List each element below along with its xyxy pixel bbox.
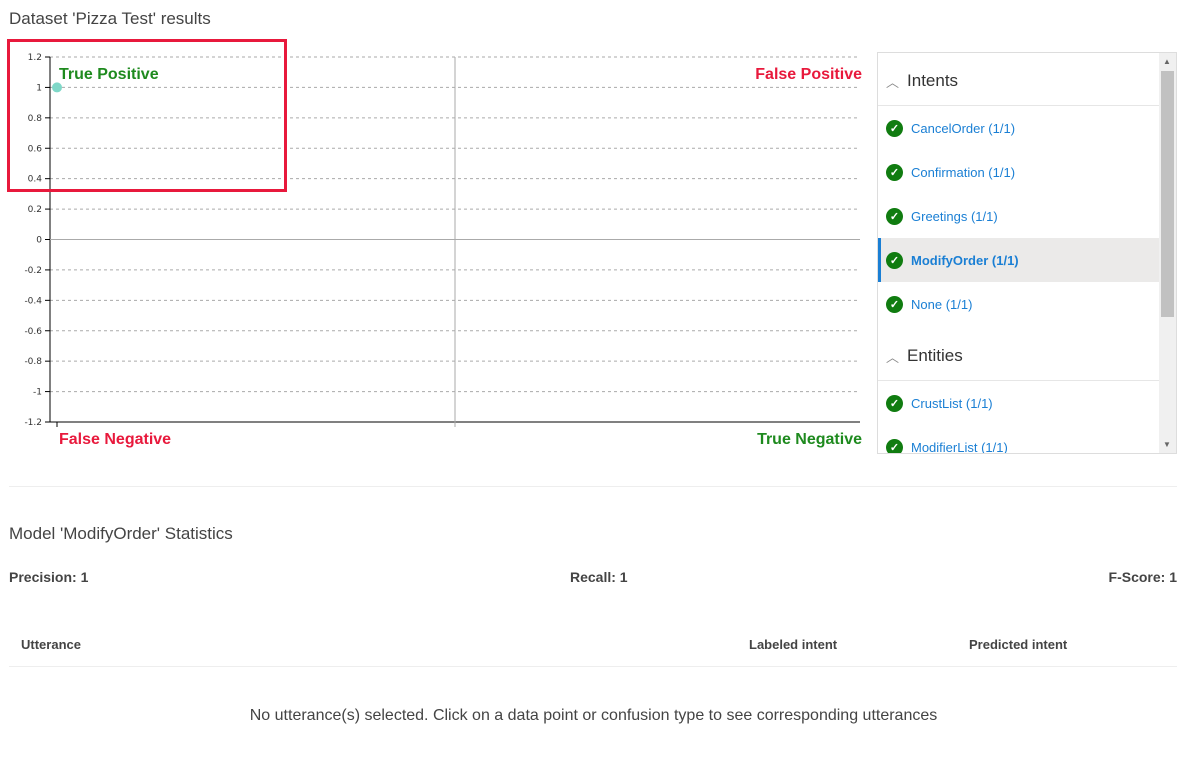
intent-item-label: Confirmation (1/1) bbox=[911, 164, 1016, 180]
divider bbox=[9, 486, 1177, 487]
y-tick-label: 0.2 bbox=[28, 205, 42, 215]
empty-table-message: No utterance(s) selected. Click on a dat… bbox=[249, 707, 938, 724]
scroll-up-icon[interactable]: ▲ bbox=[1163, 57, 1171, 66]
fscore-value: F-Score: 1 bbox=[1108, 569, 1177, 585]
intent-item-label: CancelOrder (1/1) bbox=[911, 120, 1016, 136]
entitie-item-label: CrustList (1/1) bbox=[911, 395, 993, 411]
intent-item[interactable]: ✓ Confirmation (1/1) bbox=[878, 150, 1159, 194]
model-list-panel: ︿ Intents ✓ CancelOrder (1/1) ✓ Confirmation… bbox=[877, 52, 1177, 454]
intents-header-label: Intents bbox=[907, 71, 959, 90]
y-tick-label: -0.6 bbox=[24, 327, 42, 337]
check-circle-icon: ✓ bbox=[886, 438, 903, 453]
check-circle-icon: ✓ bbox=[886, 251, 903, 269]
y-tick-label: -0.8 bbox=[24, 357, 42, 367]
y-tick-label: -0.4 bbox=[24, 296, 42, 306]
chevron-up-icon: ︿ bbox=[886, 349, 900, 365]
check-circle-icon: ✓ bbox=[886, 119, 903, 137]
statistics-title: Model 'ModifyOrder' Statistics bbox=[9, 524, 233, 543]
scrollbar[interactable]: ▲ ▼ bbox=[1159, 53, 1176, 453]
confusion-scatter-chart: 1.2 1 0.8 0.6 0.4 0.2 0 -0.2 -0.4 -0.6 -0.8 -1 -1.2 bbox=[24, 53, 860, 428]
intent-item[interactable]: ✓ CancelOrder (1/1) bbox=[878, 106, 1159, 150]
table-header-divider bbox=[9, 666, 1177, 667]
column-header-utterance[interactable]: Utterance bbox=[21, 637, 81, 652]
highlight-box bbox=[7, 39, 287, 192]
column-header-predicted-intent[interactable]: Predicted intent bbox=[969, 637, 1068, 652]
check-circle-icon: ✓ bbox=[886, 207, 903, 225]
intent-item-label: None (1/1) bbox=[911, 296, 973, 312]
y-tick-label: 0.4 bbox=[28, 175, 43, 185]
chevron-up-icon: ︿ bbox=[886, 74, 900, 90]
true-negative-label[interactable]: True Negative bbox=[757, 431, 862, 448]
y-tick-label: -1 bbox=[33, 388, 42, 398]
entitie-item[interactable]: ✓ CrustList (1/1) bbox=[878, 381, 1159, 425]
check-circle-icon: ✓ bbox=[886, 163, 903, 181]
recall-value: Recall: 1 bbox=[570, 569, 628, 585]
intent-item[interactable]: ✓ Greetings (1/1) bbox=[878, 194, 1159, 238]
page-title: Dataset 'Pizza Test' results bbox=[9, 9, 211, 28]
y-tick-label: 1 bbox=[36, 83, 42, 93]
check-circle-icon: ✓ bbox=[886, 295, 903, 313]
intent-item[interactable]: ✓ None (1/1) bbox=[878, 282, 1159, 326]
false-negative-label[interactable]: False Negative bbox=[59, 431, 172, 448]
column-header-labeled-intent[interactable]: Labeled intent bbox=[749, 637, 838, 652]
intents-section-header[interactable]: ︿ Intents bbox=[878, 57, 1159, 106]
y-tick-label: 0.8 bbox=[28, 114, 43, 124]
scroll-down-icon[interactable]: ▼ bbox=[1163, 440, 1171, 449]
intent-item-label: ModifyOrder (1/1) bbox=[911, 252, 1019, 268]
data-point[interactable] bbox=[52, 82, 62, 93]
precision-value: Precision: 1 bbox=[9, 569, 89, 585]
entities-section-header[interactable]: ︿ Entities bbox=[878, 332, 1159, 381]
intent-item[interactable]: ✓ ModifyOrder (1/1) bbox=[878, 238, 1159, 282]
intent-item-label: Greetings (1/1) bbox=[911, 208, 998, 224]
true-positive-label[interactable]: True Positive bbox=[59, 66, 159, 83]
entitie-item-label: ModifierList (1/1) bbox=[911, 439, 1008, 454]
y-tick-label: -1.2 bbox=[24, 418, 42, 428]
check-circle-icon: ✓ bbox=[886, 394, 903, 412]
y-tick-label: 0 bbox=[36, 236, 42, 246]
y-tick-label: -0.2 bbox=[24, 266, 42, 276]
scrollbar-thumb[interactable] bbox=[1161, 71, 1174, 317]
false-positive-label[interactable]: False Positive bbox=[755, 66, 862, 83]
entitie-item[interactable]: ✓ ModifierList (1/1) bbox=[878, 425, 1159, 454]
entities-header-label: Entities bbox=[907, 346, 963, 365]
y-tick-label: 0.6 bbox=[28, 144, 43, 154]
y-tick-label: 1.2 bbox=[28, 53, 42, 63]
